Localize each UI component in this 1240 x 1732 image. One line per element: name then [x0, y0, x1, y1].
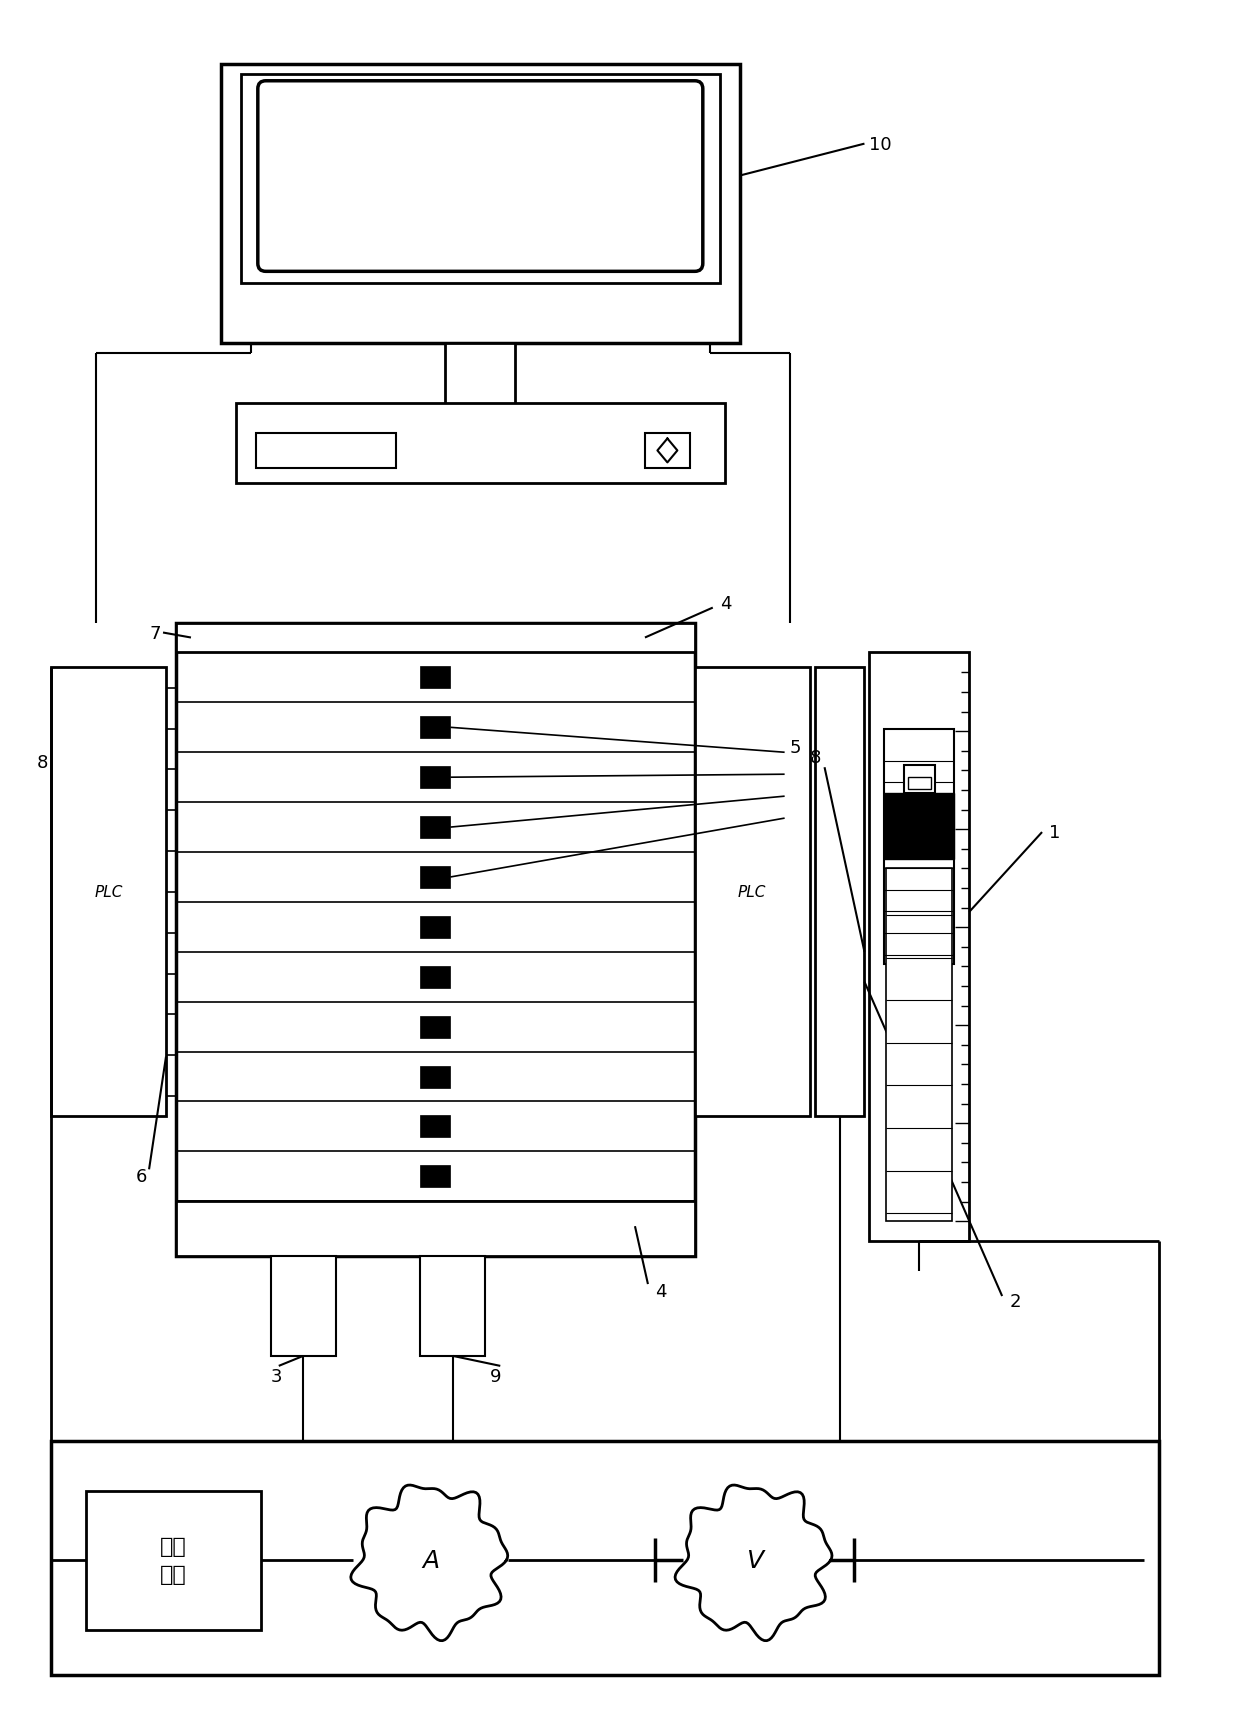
Bar — [420, 1017, 450, 1037]
Text: V: V — [746, 1548, 764, 1573]
Bar — [176, 624, 694, 1256]
Bar — [51, 1441, 1159, 1675]
Bar — [887, 869, 952, 1221]
Bar — [241, 74, 719, 284]
Bar — [884, 729, 955, 965]
Bar — [869, 653, 970, 1242]
Bar — [221, 64, 740, 345]
Polygon shape — [351, 1486, 507, 1640]
Text: 2: 2 — [1009, 1292, 1021, 1311]
Bar — [904, 766, 935, 793]
Bar — [884, 793, 955, 859]
Text: 1: 1 — [1049, 824, 1060, 842]
Bar — [420, 818, 450, 838]
Text: A: A — [422, 1548, 439, 1573]
Text: PLC: PLC — [94, 885, 123, 901]
Bar — [420, 1115, 450, 1138]
Bar — [87, 1491, 260, 1630]
Bar — [420, 717, 450, 740]
Bar — [270, 1256, 336, 1356]
Bar — [694, 669, 810, 1117]
Text: 9: 9 — [490, 1367, 502, 1386]
Bar — [176, 624, 694, 653]
Bar — [815, 669, 864, 1117]
Bar — [420, 866, 450, 889]
Text: 8: 8 — [36, 753, 47, 772]
Bar — [176, 1202, 694, 1256]
Text: 4: 4 — [655, 1282, 666, 1301]
Bar — [908, 778, 931, 790]
Polygon shape — [675, 1486, 832, 1640]
Text: 3: 3 — [270, 1367, 283, 1386]
Text: PLC: PLC — [738, 885, 766, 901]
Bar — [645, 433, 689, 469]
Text: 4: 4 — [719, 594, 732, 611]
Bar — [445, 345, 516, 409]
Bar — [420, 916, 450, 939]
Text: 交流
电源: 交流 电源 — [160, 1536, 187, 1585]
Text: 6: 6 — [136, 1167, 148, 1186]
Text: 5: 5 — [790, 740, 801, 757]
Bar — [420, 1256, 485, 1356]
Bar — [51, 669, 166, 1117]
Bar — [420, 1166, 450, 1188]
Bar — [255, 433, 396, 469]
Bar — [420, 966, 450, 989]
Text: 8: 8 — [810, 748, 821, 767]
FancyBboxPatch shape — [258, 81, 703, 272]
Bar — [236, 404, 724, 483]
Text: 10: 10 — [869, 135, 892, 154]
Bar — [420, 1065, 450, 1088]
Text: 7: 7 — [149, 624, 160, 643]
Bar — [420, 767, 450, 788]
Bar — [420, 667, 450, 689]
